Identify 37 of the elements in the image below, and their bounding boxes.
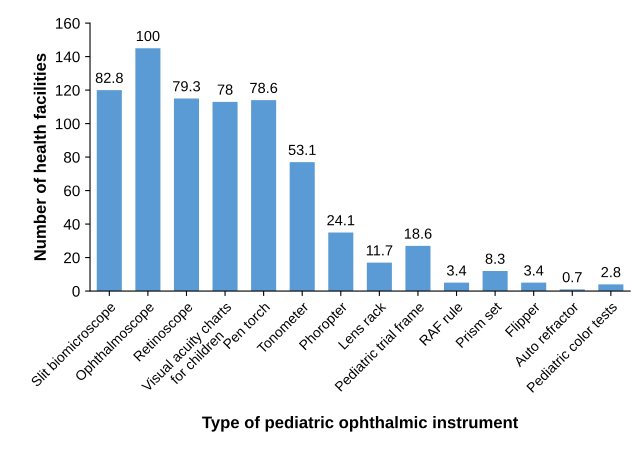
bar [328,232,354,292]
y-tick-label: 80 [64,152,80,163]
bar [521,282,546,292]
annotation: 0.7 [562,272,582,282]
annotation: 24.1 [327,215,354,226]
y-tick-label: 140 [56,51,80,62]
annotation: 82.8 [96,72,123,84]
annotation: 53.1 [288,144,316,156]
y-tick-label: 160 [56,18,80,29]
bar [212,102,238,292]
annotation: 11.7 [366,245,392,256]
bar [366,262,392,292]
annotation: 3.4 [524,265,544,276]
annotation: 78 [218,84,233,95]
y-tick-label: 60 [64,185,80,196]
bar [135,48,160,292]
annotation: 100 [136,30,160,42]
bar [405,246,430,292]
annotation: 78.6 [250,82,278,94]
y-tick-label: 20 [64,252,80,264]
annotation: 18.6 [404,228,432,239]
annotation: 3.4 [446,265,466,276]
bar [251,100,276,292]
y-tick-label: 120 [56,84,80,96]
bar [482,270,508,292]
y-tick-label: 100 [56,118,80,130]
bar [290,162,315,292]
bar [174,98,200,292]
y-axis-title: Number of health facilities [34,54,46,260]
annotation: 8.3 [486,254,505,264]
annotation: 79.3 [173,81,200,92]
bar [444,282,470,292]
y-tick-label: 0 [72,286,80,297]
annotation: 2.8 [601,266,620,278]
x-axis-title: Type of pediatric ophthalmic instrument [202,416,518,432]
y-tick-label: 40 [64,218,80,230]
bar [96,90,122,292]
